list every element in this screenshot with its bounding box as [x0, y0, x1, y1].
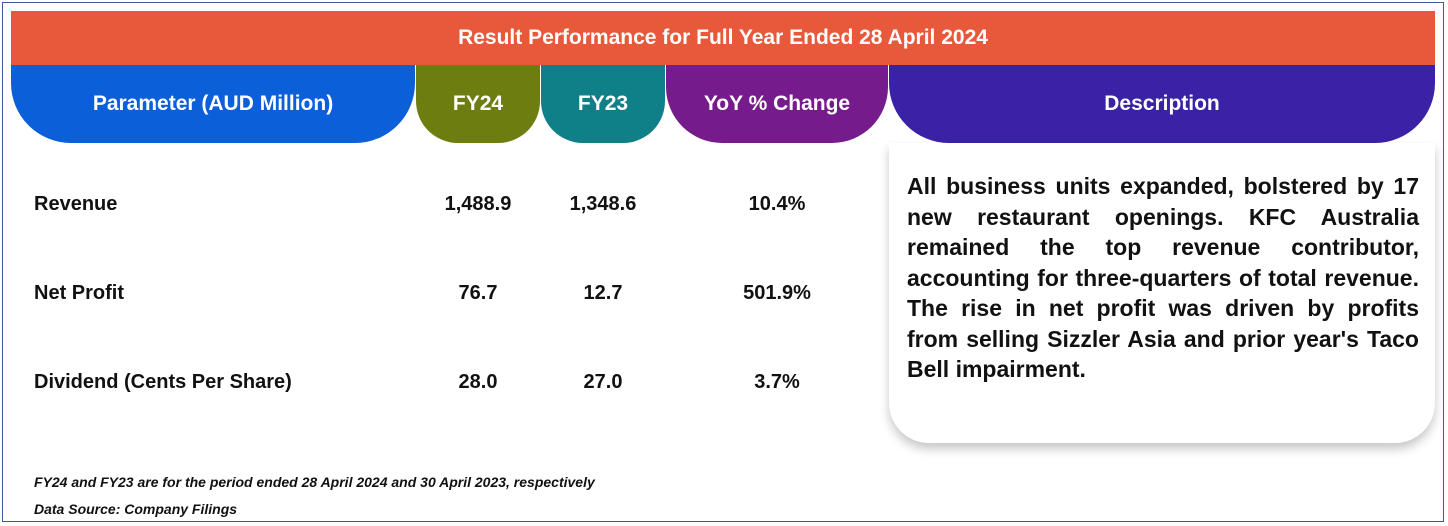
row-yoy-value: 501.9%	[743, 281, 811, 304]
row-fy23-value: 1,348.6	[569, 192, 637, 215]
period-footnote: FY24 and FY23 are for the period ended 2…	[34, 474, 595, 490]
source-footnote: Data Source: Company Filings	[34, 501, 238, 517]
header-fy23: FY23	[541, 65, 665, 143]
table-row-revenue: Revenue 1,488.9 1,348.6 10.4%	[0, 186, 889, 222]
row-label: Revenue	[34, 192, 118, 215]
header-description: Description	[889, 65, 1435, 143]
table-row-dividend: Dividend (Cents Per Share) 28.0 27.0 3.7…	[0, 364, 889, 400]
row-yoy-value: 10.4%	[748, 192, 806, 215]
row-fy24-value: 76.7	[458, 281, 498, 304]
table-title: Result Performance for Full Year Ended 2…	[11, 11, 1435, 65]
row-fy23-value: 27.0	[583, 370, 623, 393]
row-yoy-value: 3.7%	[754, 370, 800, 393]
row-label: Dividend (Cents Per Share)	[34, 370, 292, 393]
row-fy24-value: 28.0	[458, 370, 498, 393]
row-label: Net Profit	[34, 281, 124, 304]
header-parameter: Parameter (AUD Million)	[11, 65, 415, 143]
description-panel: All business units expanded, bolstered b…	[889, 143, 1435, 443]
header-yoy-change: YoY % Change	[666, 65, 888, 143]
description-text: All business units expanded, bolstered b…	[907, 173, 1419, 382]
header-fy24: FY24	[416, 65, 540, 143]
row-fy24-value: 1,488.9	[444, 192, 512, 215]
table-row-net-profit: Net Profit 76.7 12.7 501.9%	[0, 275, 889, 311]
row-fy23-value: 12.7	[583, 281, 623, 304]
